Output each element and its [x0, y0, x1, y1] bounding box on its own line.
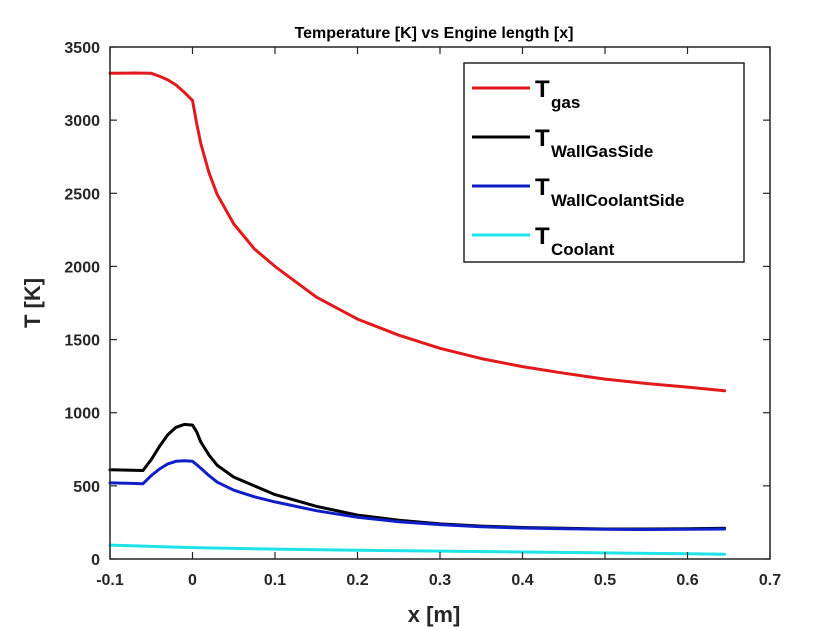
- x-axis-label: x [m]: [408, 602, 461, 627]
- y-axis-label: T [K]: [20, 278, 45, 328]
- y-tick-label: 500: [73, 479, 100, 496]
- legend-box: [463, 62, 745, 263]
- x-tick-label: -0.1: [96, 572, 124, 589]
- x-tick-label: 0.5: [594, 572, 616, 589]
- x-tick-label: 0.3: [429, 572, 451, 589]
- y-tick-label: 1500: [64, 333, 100, 350]
- chart-title: Temperature [K] vs Engine length [x]: [295, 25, 574, 42]
- legend-label: T: [535, 76, 550, 103]
- x-tick-label: 0.4: [511, 572, 533, 589]
- legend-label: T: [535, 174, 550, 201]
- series-line-coolant: [108, 543, 727, 556]
- x-tick-label: 0: [188, 572, 197, 589]
- legend-label-subscript: WallCoolantSide: [551, 191, 685, 210]
- series-layer: [108, 71, 727, 556]
- y-tick-label: 3000: [64, 113, 100, 130]
- ticks-layer: -0.1 0 0.1 0.2 0.3 0.4 0.5 0.6 0.7 0 500 1000 1500 20…: [64, 40, 781, 589]
- y-tick-label: 2000: [64, 259, 100, 276]
- y-tick-label: 2500: [64, 186, 100, 203]
- legend-label-subscript: WallGasSide: [551, 142, 653, 161]
- x-tick-label: 0.2: [346, 572, 368, 589]
- x-tick-label: 0.1: [264, 572, 286, 589]
- series-line-gas: [108, 71, 727, 393]
- y-tick-label: 1000: [64, 406, 100, 423]
- legend-label: T: [535, 125, 550, 152]
- legend-label-subscript: gas: [551, 93, 580, 112]
- series-line-wallcoolantside: [108, 459, 727, 531]
- x-tick-label: 0.7: [759, 572, 781, 589]
- y-tick-label: 0: [91, 552, 100, 569]
- x-tick-label: 0.6: [676, 572, 698, 589]
- y-tick-label: 3500: [64, 40, 100, 57]
- legend-label: T: [535, 223, 550, 250]
- legend-label-subscript: Coolant: [551, 240, 615, 259]
